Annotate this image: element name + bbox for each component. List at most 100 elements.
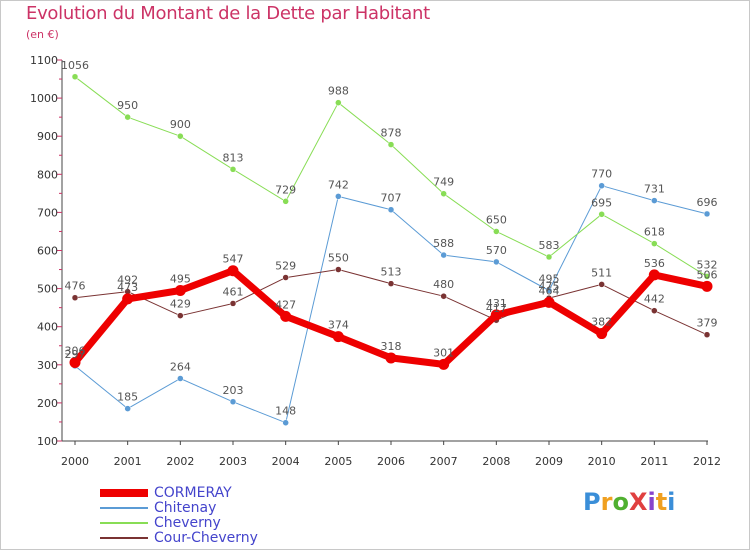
data-point-cheverny [440,190,447,197]
data-point-cormeray [648,269,660,281]
x-tick-label: 2008 [482,455,510,468]
data-point-cour-cheverny [387,280,395,287]
data-point-cour-cheverny [651,307,658,314]
data-label-cour-cheverny: 476 [65,280,86,293]
y-tick-label: 1000 [30,92,58,105]
data-point-chitenay [229,398,237,406]
x-tick-label: 2005 [324,455,352,468]
data-point-chitenay [545,287,553,294]
legend-item-cour-cheverny: Cour-Cheverny [100,529,258,546]
data-label-chitenay: 203 [223,384,244,397]
data-label-chitenay: 297 [65,348,86,361]
data-point-cormeray [227,265,239,277]
legend-swatch [100,521,148,524]
data-point-cheverny [545,253,553,261]
data-point-chitenay [387,206,395,213]
data-label-cormeray: 464 [539,284,560,297]
data-point-cormeray [490,309,502,321]
x-tick-label: 2003 [219,455,247,468]
data-label-chitenay: 495 [539,273,560,286]
legend-swatch [100,506,148,509]
x-tick-label: 2006 [377,455,405,468]
data-label-cheverny: 729 [275,183,296,196]
y-tick-label: 100 [37,435,58,448]
data-point-cormeray [596,328,608,340]
data-label-cheverny: 988 [328,85,349,98]
x-tick-label: 2000 [61,455,89,468]
data-label-cormeray: 382 [591,316,612,329]
data-point-cour-cheverny [229,300,237,307]
proxiti-logo: ProXiti [583,488,676,516]
legend-label: Cheverny [154,514,221,531]
data-point-cheverny [335,99,342,106]
data-point-cheverny [177,132,184,140]
data-point-chitenay [440,251,447,259]
data-point-cheverny [651,240,658,247]
data-label-cheverny: 532 [697,258,718,271]
y-tick-label: 400 [37,321,58,334]
data-point-cheverny [387,141,395,148]
x-tick-label: 2010 [588,455,616,468]
data-point-cormeray [385,352,397,364]
legend-swatch [100,536,148,539]
data-label-cour-cheverny: 379 [697,317,718,330]
data-label-cour-cheverny: 513 [381,266,402,279]
data-label-cheverny: 749 [433,176,454,189]
data-label-chitenay: 185 [117,391,138,404]
data-label-cheverny: 618 [644,226,665,239]
data-label-cheverny: 900 [170,118,191,131]
data-point-chitenay [124,405,131,412]
chart-subtitle: (en €) [26,28,59,41]
data-label-cour-cheverny: 442 [644,293,665,306]
data-point-chitenay [598,182,605,189]
data-label-cormeray: 318 [381,340,402,353]
data-label-chitenay: 264 [170,361,191,374]
data-point-cour-cheverny [703,331,711,338]
data-point-cour-cheverny [177,312,184,319]
x-tick-label: 2001 [114,455,142,468]
y-tick-label: 1100 [30,54,58,67]
data-label-cormeray: 306 [65,345,86,358]
data-point-cormeray [543,296,555,308]
data-point-chitenay [703,210,711,218]
data-point-cormeray [332,331,344,343]
series-line-cheverny [74,76,708,277]
data-label-cour-cheverny: 475 [539,280,560,293]
x-tick-label: 2007 [430,455,458,468]
data-point-cour-cheverny [282,274,289,281]
data-label-chitenay: 588 [433,237,454,250]
x-tick-label: 2009 [535,455,563,468]
data-label-cour-cheverny: 429 [170,298,191,311]
data-point-cour-cheverny [71,294,79,301]
legend-label: Cour-Cheverny [154,529,258,546]
data-label-cheverny: 813 [223,151,244,164]
data-point-cheverny [493,228,500,235]
data-point-cormeray [122,293,134,305]
data-label-cour-cheverny: 529 [275,260,296,273]
data-point-cormeray [174,285,186,297]
data-label-cormeray: 536 [644,257,665,270]
data-label-cormeray: 427 [275,298,296,311]
data-label-cormeray: 547 [223,253,244,266]
legend-label: Chitenay [154,499,217,516]
data-label-chitenay: 742 [328,178,349,191]
data-point-cheverny [598,211,605,218]
y-tick-label: 500 [37,283,58,296]
x-tick-label: 2002 [166,455,194,468]
data-point-cheverny [71,73,79,81]
y-tick-label: 900 [37,130,58,143]
data-label-chitenay: 731 [644,183,665,196]
data-label-cour-cheverny: 461 [223,285,244,298]
data-label-cour-cheverny: 480 [433,278,454,291]
data-point-cheverny [282,198,289,205]
data-point-cour-cheverny [440,292,447,300]
legend-item-cheverny: Cheverny [100,514,221,531]
data-point-cheverny [229,166,237,173]
x-tick-label: 2012 [693,455,721,468]
data-label-cheverny: 950 [117,99,138,112]
y-tick-label: 300 [37,359,58,372]
data-label-cormeray: 495 [170,273,191,286]
data-point-chitenay [651,197,658,204]
